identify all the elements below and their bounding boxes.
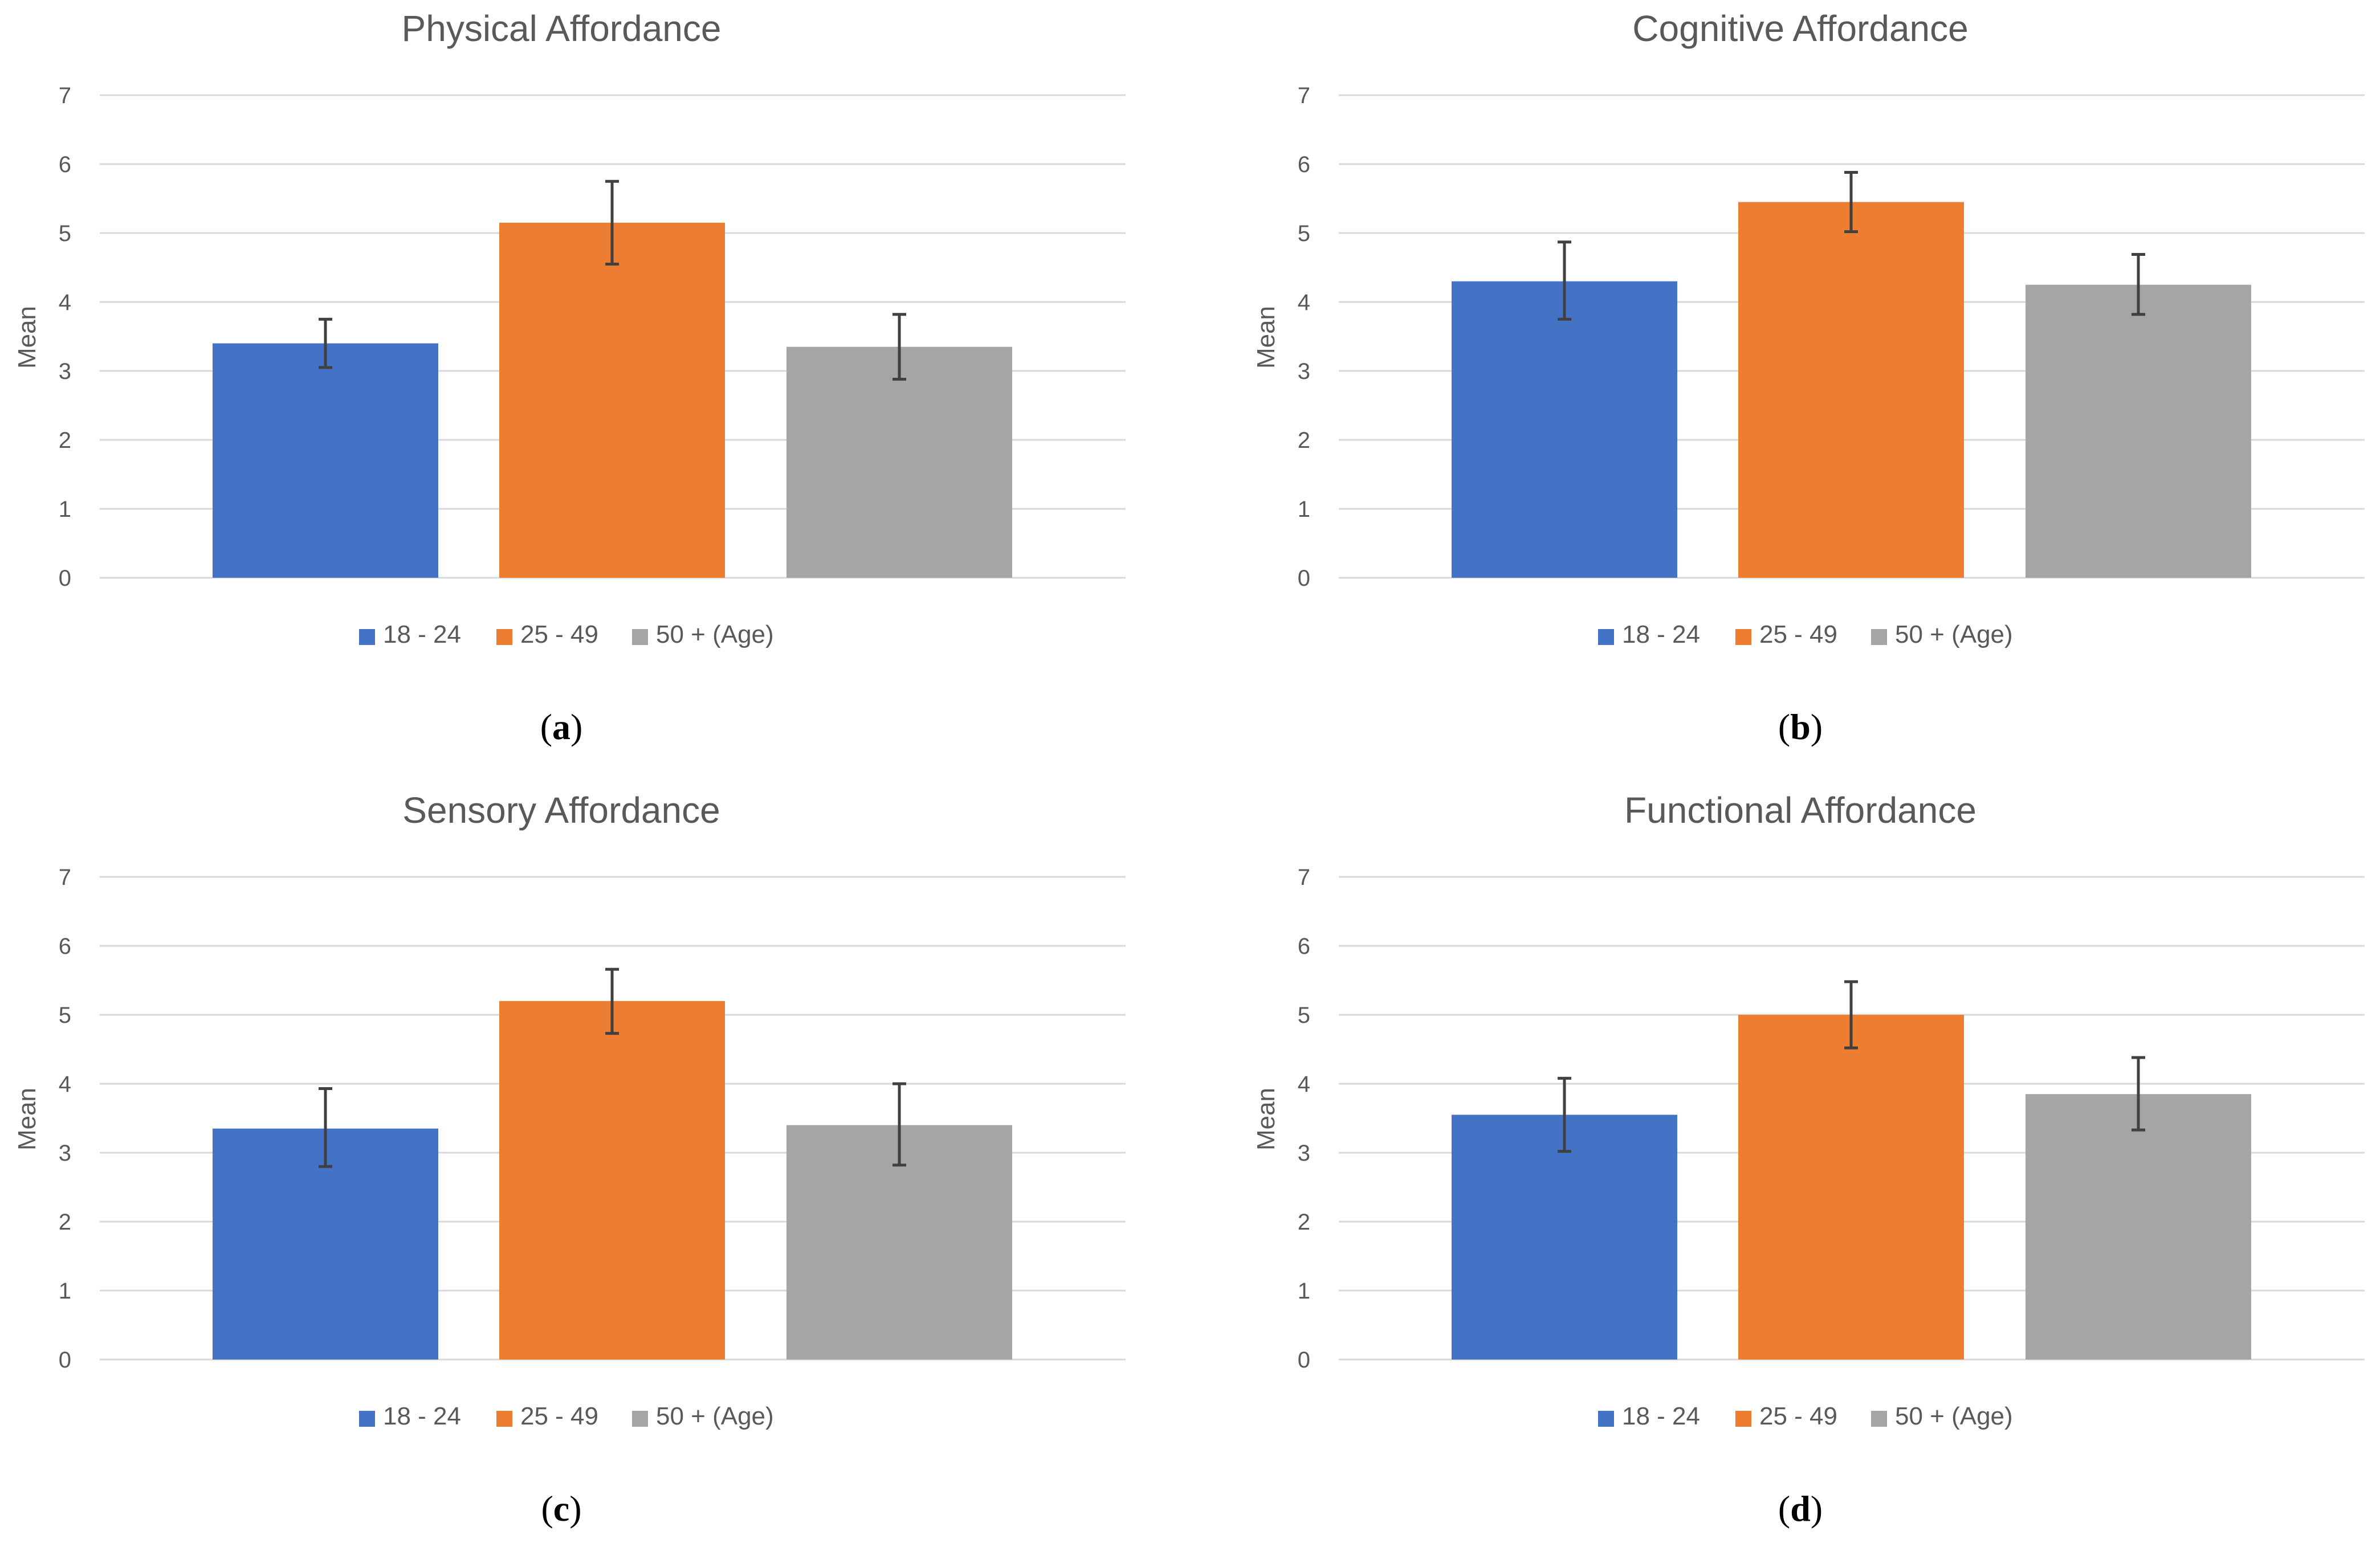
- legend-swatch-25-49: [1735, 1411, 1751, 1427]
- y-tick-label: 0: [1298, 566, 1310, 591]
- y-tick-label: 7: [1298, 865, 1310, 890]
- error-bar: [605, 968, 619, 1035]
- chart-panel-d: Functional Affordance 0 1 2 3 4 5 6 7 Mean 18 - 24…: [1252, 790, 2365, 1529]
- y-tick-label: 0: [59, 566, 71, 591]
- chart-panel-b: Cognitive Affordance 0 1 2 3 4 5 6 7 Mean 18 - 24 2…: [1252, 8, 2365, 747]
- bar-25-49: [1738, 202, 1964, 578]
- error-bar: [1844, 980, 1858, 1050]
- legend-swatch-18-24: [359, 629, 375, 645]
- error-bar: [2132, 1056, 2145, 1132]
- y-tick-label: 3: [1298, 1141, 1310, 1166]
- y-axis-label: Mean: [1252, 306, 1280, 369]
- legend-swatch-50+: [632, 1411, 648, 1427]
- legend: 18 - 24 25 - 49 50 + (Age): [1598, 1402, 2013, 1430]
- y-tick-label: 2: [59, 1210, 71, 1235]
- legend-swatch-25-49: [496, 1411, 512, 1427]
- chart-title: Cognitive Affordance: [1632, 8, 1968, 49]
- chart-panel-c: Sensory Affordance 0 1 2 3 4 5 6 7 Mean 18 - 24 25 …: [13, 790, 1126, 1529]
- legend-label: 50 + (Age): [1895, 1402, 2013, 1430]
- legend: 18 - 24 25 - 49 50 + (Age): [1598, 621, 2013, 648]
- y-axis-label: Mean: [13, 1088, 41, 1150]
- error-bar: [892, 313, 906, 381]
- y-tick-label: 0: [1298, 1348, 1310, 1373]
- y-tick-label: 5: [1298, 221, 1310, 246]
- y-tick-label: 7: [59, 865, 71, 890]
- chart-title: Physical Affordance: [402, 8, 722, 49]
- y-tick-label: 6: [1298, 152, 1310, 177]
- bar-18-24: [213, 343, 438, 578]
- y-tick-label: 5: [59, 1003, 71, 1028]
- legend-label: 18 - 24: [1622, 621, 1700, 648]
- chart-title: Sensory Affordance: [402, 790, 720, 831]
- chart-title: Functional Affordance: [1624, 790, 1976, 831]
- y-tick-label: 3: [1298, 359, 1310, 384]
- legend-swatch-50+: [1871, 1411, 1887, 1427]
- y-tick-label: 4: [59, 290, 71, 315]
- y-tick-label: 4: [1298, 290, 1310, 315]
- bar-25-49: [499, 222, 725, 578]
- y-tick-label: 4: [1298, 1072, 1310, 1097]
- y-tick-label: 3: [59, 1141, 71, 1166]
- y-tick-label: 2: [1298, 1210, 1310, 1235]
- y-tick-label: 6: [59, 152, 71, 177]
- bar-25-49: [1738, 1015, 1964, 1360]
- legend-swatch-18-24: [359, 1411, 375, 1427]
- legend-label: 18 - 24: [383, 1402, 461, 1430]
- chart-panel-a: Physical Affordance 0 1 2 3 4 5 6 7 Mean 18 - 24 25…: [13, 8, 1126, 747]
- panel-caption: (d): [1778, 1488, 1823, 1529]
- error-bar: [892, 1082, 906, 1167]
- y-tick-label: 2: [1298, 428, 1310, 453]
- error-bar: [319, 317, 332, 369]
- y-tick-label: 5: [59, 221, 71, 246]
- y-tick-label: 1: [59, 497, 71, 522]
- panel-caption: (c): [541, 1488, 581, 1529]
- legend-label: 18 - 24: [383, 621, 461, 648]
- y-axis-label: Mean: [1252, 1088, 1280, 1150]
- error-bar: [2132, 253, 2145, 316]
- legend-swatch-50+: [1871, 629, 1887, 645]
- legend-label: 50 + (Age): [656, 1402, 774, 1430]
- y-tick-label: 6: [59, 934, 71, 959]
- y-tick-label: 3: [59, 359, 71, 384]
- legend-label: 25 - 49: [1759, 621, 1837, 648]
- y-tick-label: 2: [59, 428, 71, 453]
- error-bar: [1558, 1076, 1571, 1153]
- y-tick-label: 7: [1298, 83, 1310, 108]
- legend-label: 50 + (Age): [1895, 621, 2013, 648]
- bar-18-24: [1452, 1115, 1677, 1360]
- y-tick-label: 5: [1298, 1003, 1310, 1028]
- y-tick-label: 4: [59, 1072, 71, 1097]
- y-tick-label: 0: [59, 1348, 71, 1373]
- error-bar: [319, 1087, 332, 1168]
- legend-label: 18 - 24: [1622, 1402, 1700, 1430]
- error-bar: [605, 179, 619, 266]
- bar-50+: [2026, 1094, 2251, 1360]
- y-tick-label: 1: [59, 1279, 71, 1304]
- legend-swatch-50+: [632, 629, 648, 645]
- bar-25-49: [499, 1001, 725, 1360]
- panel-caption: (b): [1778, 707, 1823, 747]
- legend-swatch-18-24: [1598, 1411, 1614, 1427]
- y-tick-label: 1: [1298, 497, 1310, 522]
- legend-label: 25 - 49: [520, 621, 598, 648]
- y-axis-label: Mean: [13, 306, 41, 369]
- legend: 18 - 24 25 - 49 50 + (Age): [359, 1402, 774, 1430]
- legend-swatch-25-49: [1735, 629, 1751, 645]
- legend-label: 25 - 49: [520, 1402, 598, 1430]
- legend-label: 25 - 49: [1759, 1402, 1837, 1430]
- y-tick-label: 7: [59, 83, 71, 108]
- legend-swatch-18-24: [1598, 629, 1614, 645]
- bar-18-24: [1452, 281, 1677, 578]
- panel-caption: (a): [540, 707, 583, 747]
- y-tick-label: 1: [1298, 1279, 1310, 1304]
- bar-50+: [786, 346, 1012, 578]
- bar-50+: [2026, 284, 2251, 578]
- y-tick-label: 6: [1298, 934, 1310, 959]
- legend: 18 - 24 25 - 49 50 + (Age): [359, 621, 774, 648]
- legend-swatch-25-49: [496, 629, 512, 645]
- error-bar: [1558, 240, 1571, 321]
- error-bar: [1844, 171, 1858, 234]
- legend-label: 50 + (Age): [656, 621, 774, 648]
